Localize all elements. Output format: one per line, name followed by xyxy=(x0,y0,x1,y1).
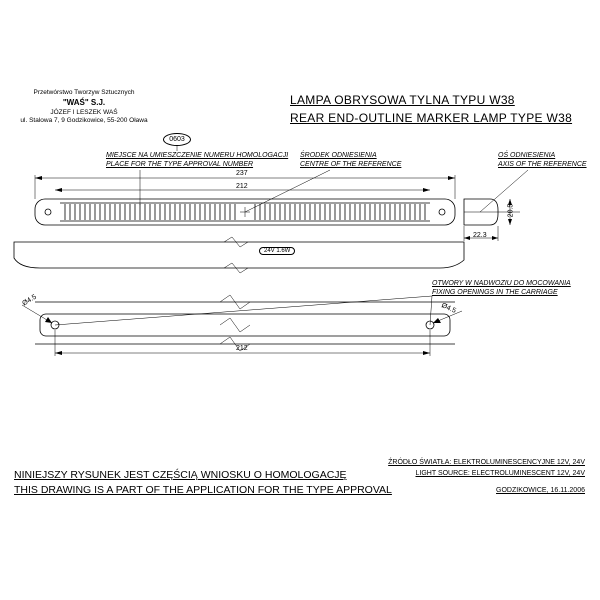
technical-drawing xyxy=(0,0,600,600)
